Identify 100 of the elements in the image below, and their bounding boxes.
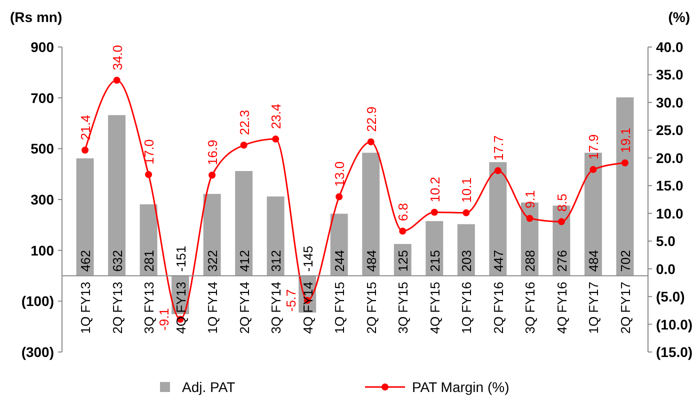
y-tick-label: 100 [30,242,54,258]
x-tick-label: 4Q FY14 [300,282,316,334]
x-tick-label: 3Q FY16 [522,282,538,334]
x-tick-label: 1Q FY14 [205,282,220,334]
data-label: 412 [236,250,252,272]
y-tick-label: 300 [30,192,54,208]
data-label: 9.1 [522,190,538,208]
point [367,138,374,146]
data-label: 632 [110,250,125,272]
data-label: 276 [554,250,570,272]
data-label: 203 [459,250,474,272]
x-tick-label: 3Q FY15 [396,282,411,334]
y2-tick-label: 25.0 [656,122,684,138]
x-tick-label: 1Q FY13 [78,282,94,334]
point [399,228,406,235]
bar [330,214,348,276]
point [208,172,216,179]
data-label: 125 [396,250,411,272]
data-label: 322 [205,250,220,272]
data-label: 19.1 [618,128,633,153]
bar [362,152,380,276]
data-label: 484 [364,250,379,272]
x-tick-label: 2Q FY15 [364,282,379,334]
x-tick-label: 1Q FY15 [332,282,348,334]
point [82,146,89,154]
x-tick-label: 3Q FY14 [268,282,284,334]
bar [235,171,253,276]
data-label: 462 [78,250,94,272]
data-label: -9.1 [156,308,172,330]
x-tick-label: 3Q FY13 [142,282,157,334]
y-tick-label: 500 [30,140,54,157]
bar [616,97,634,276]
x-tick-label: 2Q FY17 [618,282,633,334]
legend-label: PAT Margin (%) [412,379,510,395]
data-label: -145 [300,246,316,272]
y2-tick-label: 20.0 [656,150,684,166]
data-label: 17.7 [490,135,506,161]
point [145,171,152,178]
data-label: 22.3 [236,110,252,136]
y2-tick-label: (5.0) [656,288,685,305]
point [240,142,248,149]
bar [426,221,444,276]
point [430,208,438,216]
point [113,76,120,84]
y-tick-label: 900 [30,39,54,55]
y2-tick-label: 15.0 [656,178,684,194]
x-tick-label: 4Q FY13 [173,282,188,334]
data-label: 10.2 [427,176,442,202]
data-label: 8.5 [554,194,570,212]
y2-tick-label: 35.0 [656,66,684,83]
data-label: 10.1 [459,177,474,203]
data-label: 244 [332,250,348,272]
x-tick-label: 1Q FY17 [586,282,602,334]
point [462,209,470,216]
point [590,166,597,174]
y-tick-label: (300) [21,344,54,360]
data-label: 22.9 [364,106,379,132]
data-label: 312 [268,250,284,272]
x-tick-label: 2Q FY13 [110,282,125,334]
point [272,136,280,143]
y2-tick-label: 0.0 [656,260,676,277]
y2-tick-label: 10.0 [656,205,684,222]
legend-label: Adj. PAT [182,379,236,395]
data-label: 484 [586,250,602,272]
data-label: 281 [142,250,157,272]
bar [489,162,507,276]
data-label: 16.9 [205,140,220,166]
x-tick-label: 2Q FY14 [236,282,252,334]
y2-axis-title: (%) [668,9,690,25]
data-label: -5.7 [283,289,298,312]
point [621,159,628,166]
data-label: 215 [427,250,442,272]
point [336,193,343,200]
y-tick-label: 700 [30,90,54,106]
y-axis-title: (Rs mn) [10,9,62,25]
y2-tick-label: 40.0 [656,39,684,55]
point [494,167,502,174]
y2-tick-label: (15.0) [656,344,693,360]
point [526,214,534,222]
x-tick-label: 4Q FY15 [427,282,442,334]
x-tick-label: 1Q FY16 [459,282,474,334]
data-label: 6.8 [396,203,411,222]
y2-tick-label: (10.0) [656,316,693,332]
data-label: 13.0 [332,161,348,187]
y2-tick-label: 30.0 [656,94,684,110]
data-label: 17.9 [586,134,602,160]
point [558,218,565,226]
x-tick-label: 2Q FY16 [490,282,506,334]
x-tick-label: 4Q FY16 [554,282,570,334]
y-tick-label: (100) [21,293,54,310]
data-label: 447 [490,250,506,272]
data-label: 17.0 [142,139,157,165]
bar [108,115,126,276]
data-label: -151 [173,246,188,272]
data-label: 34.0 [110,44,125,70]
data-label: 702 [618,250,633,272]
bar [140,204,158,276]
data-label: 23.4 [268,104,284,130]
data-label: 288 [522,250,538,272]
y2-tick-label: 5.0 [656,233,676,250]
